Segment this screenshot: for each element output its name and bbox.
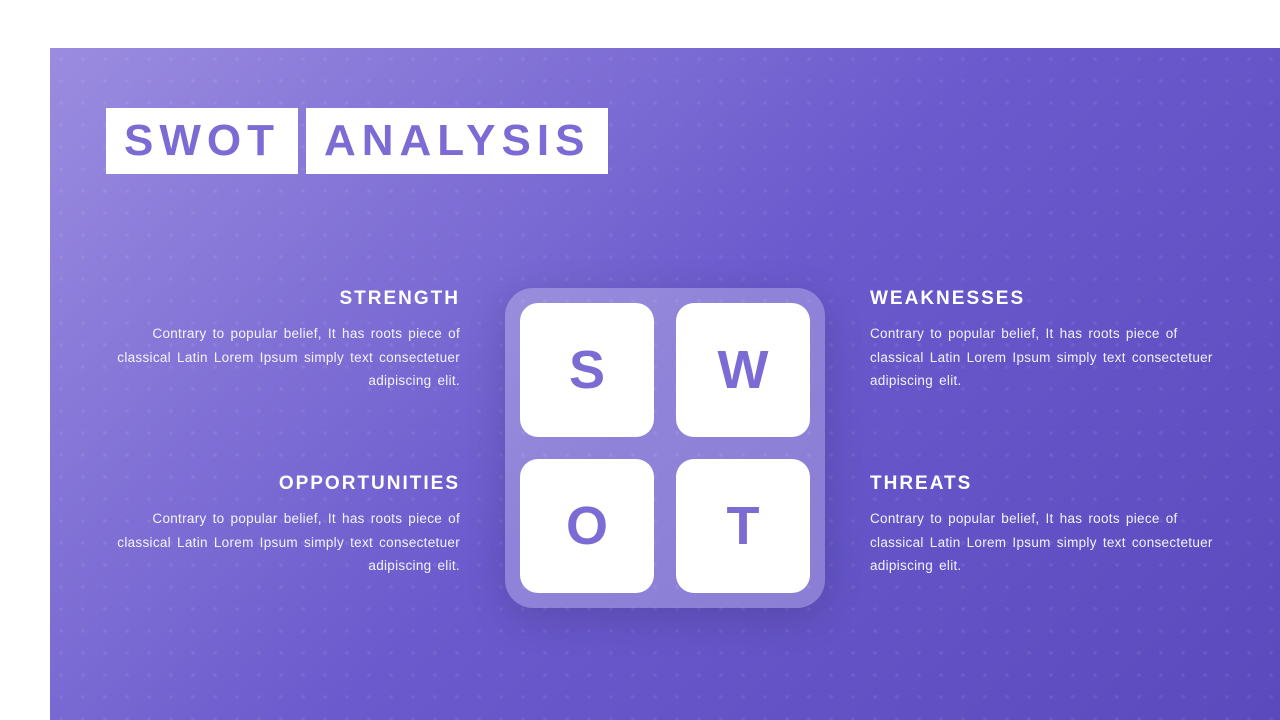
tile-w: W xyxy=(676,303,810,437)
quadrant-weaknesses: WEAKNESSES Contrary to popular belief, I… xyxy=(870,288,1230,393)
quadrant-threats: THREATS Contrary to popular belief, It h… xyxy=(870,473,1230,578)
tile-o: O xyxy=(520,459,654,593)
strength-heading: STRENGTH xyxy=(100,288,460,310)
left-column: STRENGTH Contrary to popular belief, It … xyxy=(100,288,460,578)
swot-grid: S W O T xyxy=(505,288,825,608)
quadrant-strength: STRENGTH Contrary to popular belief, It … xyxy=(100,288,460,393)
threats-body: Contrary to popular belief, It has roots… xyxy=(870,507,1230,578)
weaknesses-heading: WEAKNESSES xyxy=(870,288,1230,310)
opportunities-heading: OPPORTUNITIES xyxy=(100,473,460,495)
strength-body: Contrary to popular belief, It has roots… xyxy=(100,322,460,393)
threats-heading: THREATS xyxy=(870,473,1230,495)
slide-title: SWOT ANALYSIS xyxy=(106,108,608,174)
quadrant-opportunities: OPPORTUNITIES Contrary to popular belief… xyxy=(100,473,460,578)
weaknesses-body: Contrary to popular belief, It has roots… xyxy=(870,322,1230,393)
content-area: STRENGTH Contrary to popular belief, It … xyxy=(100,288,1230,608)
right-column: WEAKNESSES Contrary to popular belief, I… xyxy=(870,288,1230,578)
tile-t: T xyxy=(676,459,810,593)
title-word-analysis: ANALYSIS xyxy=(306,108,608,174)
opportunities-body: Contrary to popular belief, It has roots… xyxy=(100,507,460,578)
title-word-swot: SWOT xyxy=(106,108,298,174)
tile-s: S xyxy=(520,303,654,437)
slide-container: SWOT ANALYSIS STRENGTH Contrary to popul… xyxy=(50,48,1280,720)
